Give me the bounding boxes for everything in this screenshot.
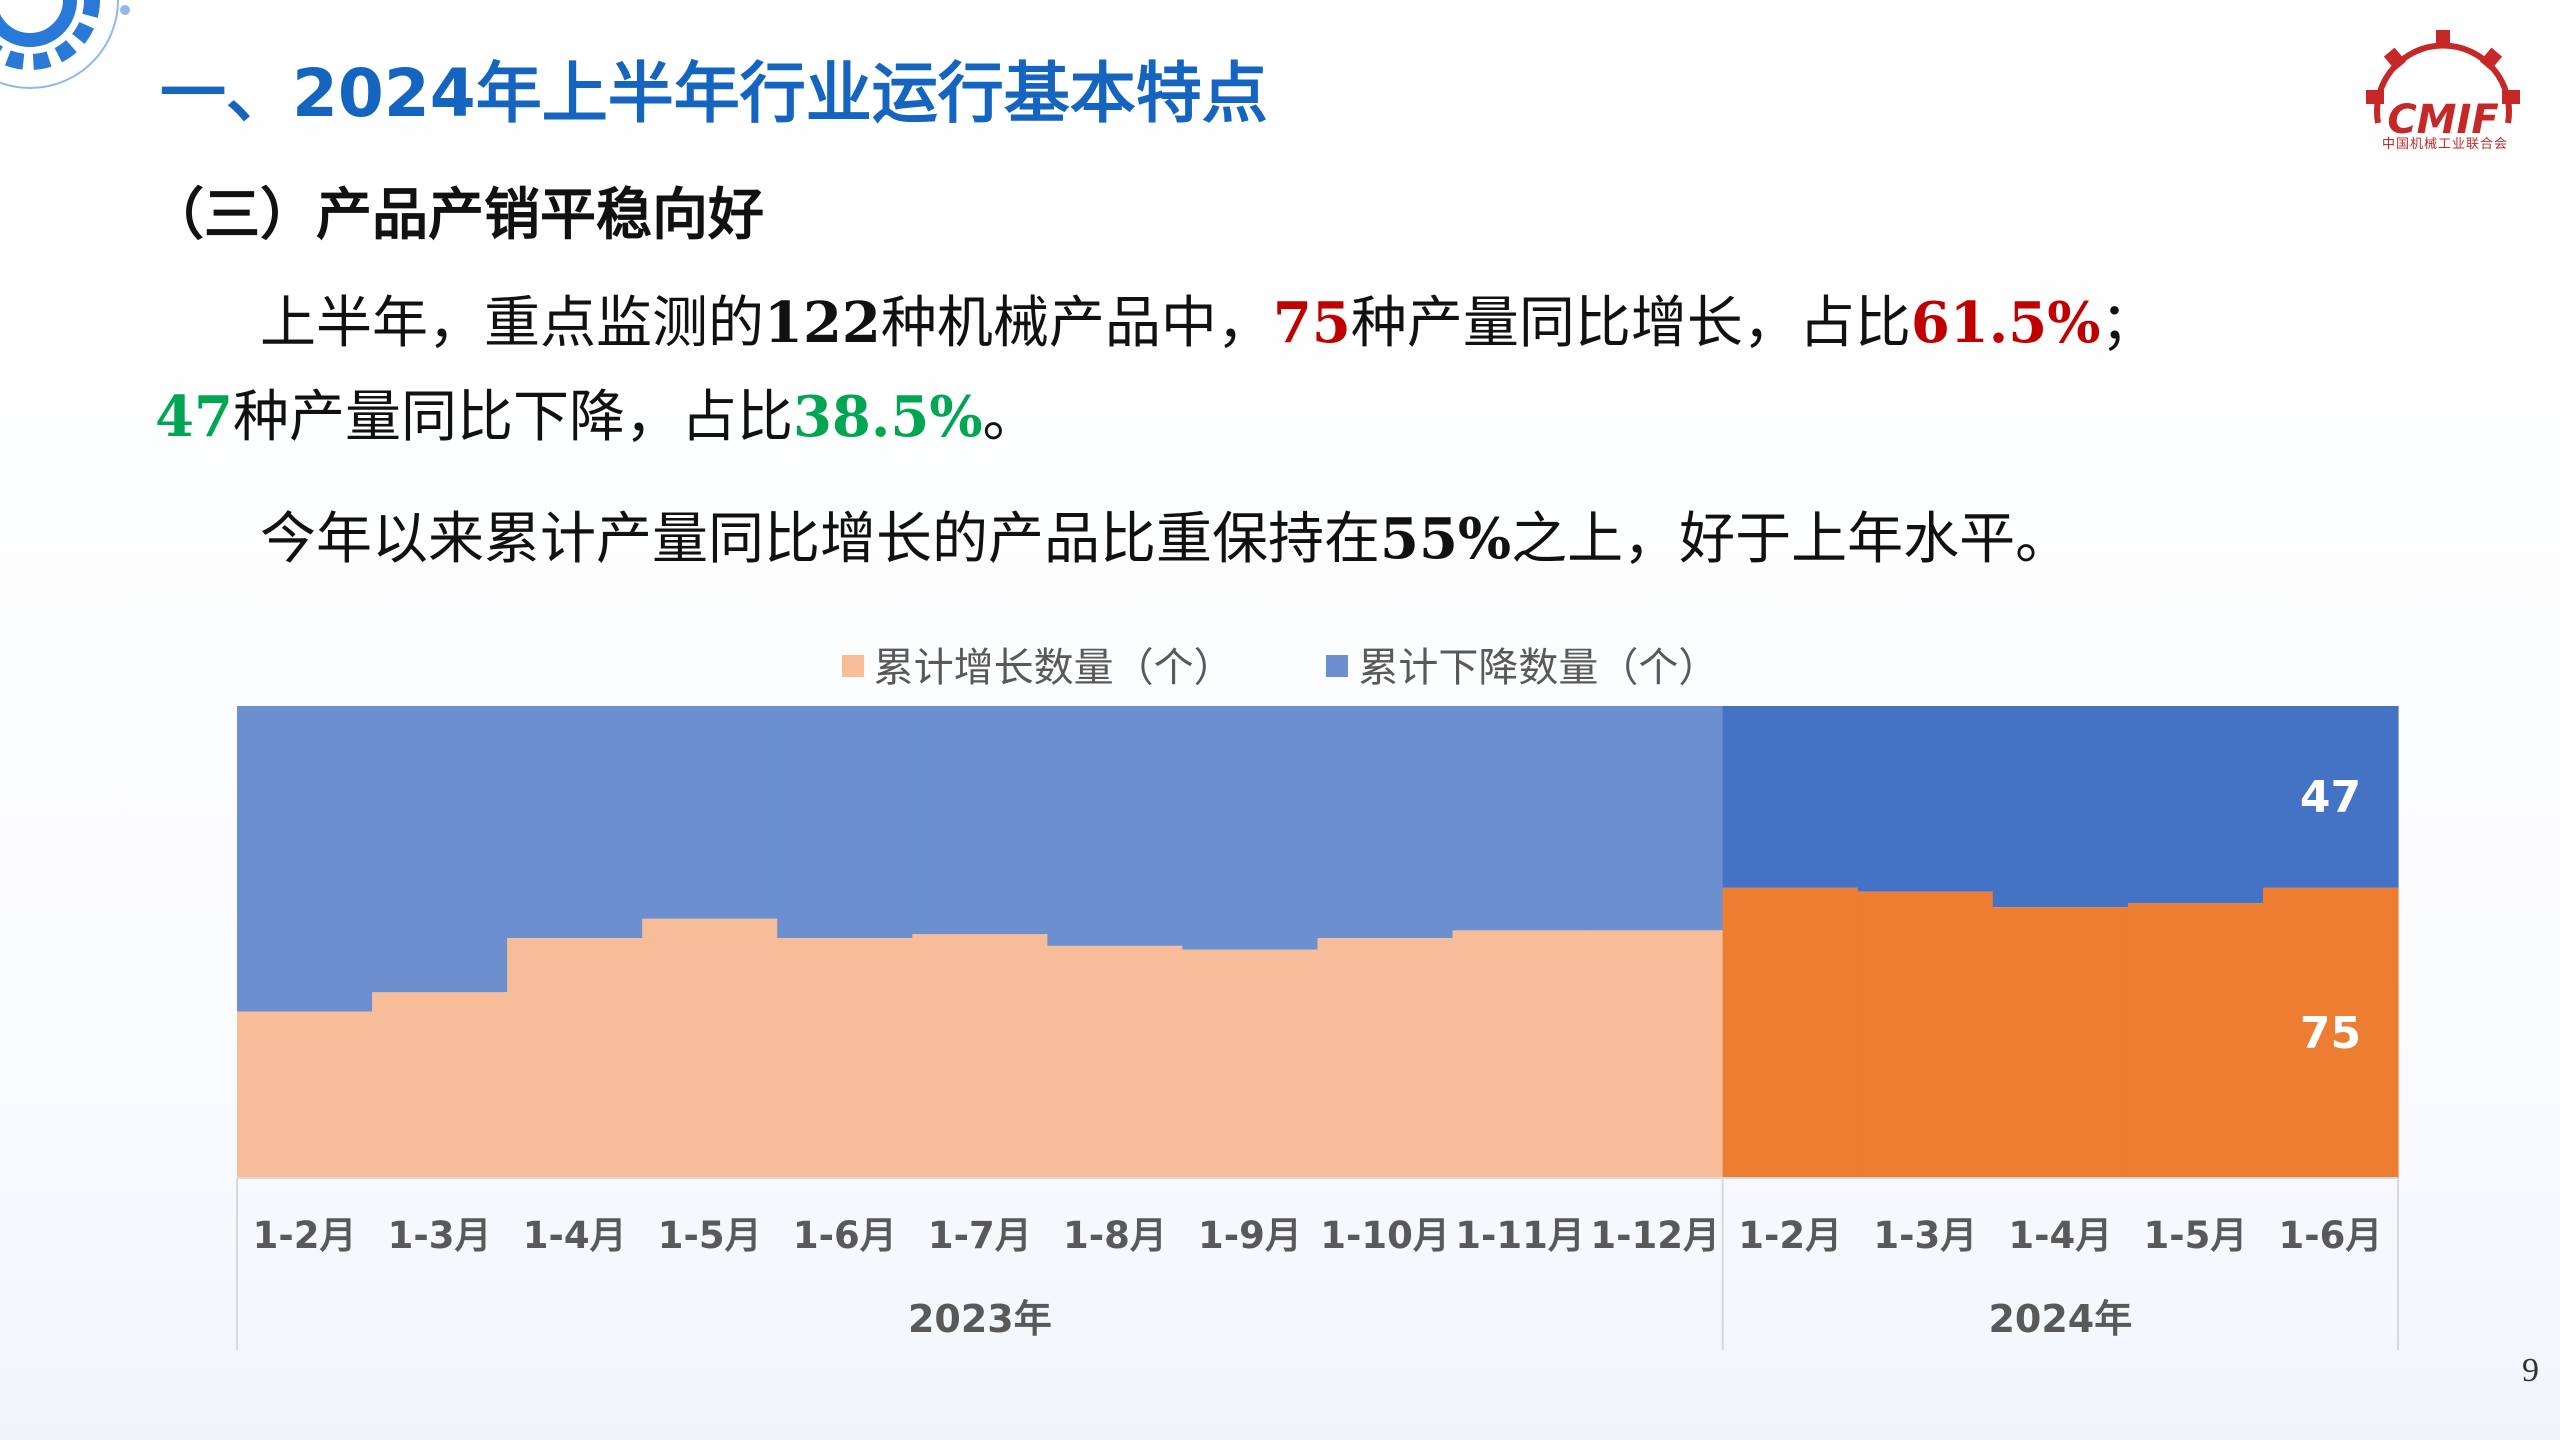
group-label-0: 2023年: [908, 1297, 1052, 1341]
decline-share: 38.5%: [792, 384, 983, 450]
text: 种产量同比增长，占比: [1350, 291, 1911, 356]
decline-segment-8: [1317, 706, 1454, 939]
paragraph-trend: 今年以来累计产量同比增长的产品比重保持在55%之上，好于上年水平。: [260, 494, 2071, 575]
x-tick-label-14: 1-5月: [2143, 1214, 2247, 1257]
growth-segment-8: [1317, 938, 1454, 1178]
decline-segment-15: [2262, 706, 2399, 888]
page-title: 一、2024年上半年行业运行基本特点: [160, 55, 1268, 132]
growth-segment-14: [2127, 903, 2264, 1178]
decline-segment-1: [372, 706, 508, 993]
x-tick-label-13: 1-4月: [2008, 1214, 2112, 1257]
growth-segment-3: [642, 918, 778, 1178]
paragraph-summary-1: 上半年，重点监测的122种机械产品中，75种产量同比增长，占比61.5%；: [260, 278, 2156, 359]
decline-segment-6: [1047, 706, 1184, 946]
logo-text: CMIF: [2387, 97, 2498, 143]
x-tick-label-3: 1-5月: [658, 1214, 762, 1257]
legend-swatch-decline: [1326, 655, 1349, 677]
decline-count: 47: [155, 384, 233, 450]
x-tick-label-9: 1-11月: [1455, 1214, 1585, 1257]
growth-segment-10: [1587, 930, 1724, 1178]
paragraph-summary-2: 47种产量同比下降，占比38.5%。: [155, 372, 1039, 453]
growth-segment-5: [912, 934, 1048, 1178]
chart-legend: 累计增长数量（个） 累计下降数量（个）: [0, 635, 2560, 693]
data-label-growth: 75: [2300, 1008, 2361, 1059]
growth-share: 61.5%: [1910, 290, 2101, 356]
page-number: 9: [2522, 1352, 2539, 1389]
x-tick-label-1: 1-3月: [388, 1214, 492, 1257]
decline-segment-5: [912, 706, 1048, 935]
text: ；: [2100, 291, 2157, 356]
legend-label-growth: 累计增长数量（个）: [873, 645, 1234, 691]
x-tick-label-11: 1-2月: [1738, 1214, 1842, 1257]
x-tick-label-6: 1-8月: [1063, 1214, 1167, 1257]
growth-segment-9: [1452, 930, 1589, 1178]
text: 今年以来累计产量同比增长的产品比重保持在: [260, 507, 1380, 572]
text: 种产量同比下降，占比: [232, 385, 793, 450]
legend-swatch-growth: [841, 655, 864, 677]
growth-segment-0: [237, 1011, 373, 1178]
logo-caption: 中国机械工业联合会: [2381, 137, 2508, 152]
growth-segment-6: [1047, 945, 1184, 1178]
decline-segment-13: [1992, 706, 2129, 908]
x-tick-label-7: 1-9月: [1198, 1214, 1302, 1257]
growth-segment-1: [372, 992, 508, 1178]
text: 之上，好于上年水平。: [1511, 507, 2072, 572]
decline-segment-3: [642, 706, 778, 919]
decline-segment-7: [1182, 706, 1319, 950]
growth-segment-4: [777, 938, 913, 1178]
growth-segment-2: [507, 938, 643, 1178]
x-tick-label-2: 1-4月: [523, 1214, 627, 1257]
text: 种机械产品中，: [880, 291, 1273, 356]
x-tick-label-0: 1-2月: [253, 1214, 357, 1257]
decline-segment-12: [1857, 706, 1994, 892]
gear-decoration-icon: [0, 0, 130, 89]
section-subtitle: （三）产品产销平稳向好: [148, 183, 764, 248]
text: 上半年，重点监测的: [260, 291, 764, 356]
group-label-1: 2024年: [1988, 1297, 2132, 1341]
data-label-decline: 47: [2300, 772, 2361, 823]
decline-segment-10: [1587, 706, 1724, 931]
legend-item-decline: 累计下降数量（个）: [1326, 635, 1718, 693]
decline-segment-4: [777, 706, 913, 939]
legend-label-decline: 累计下降数量（个）: [1358, 645, 1719, 691]
cmif-logo: CMIF: [2366, 30, 2520, 143]
decline-segment-14: [2127, 706, 2264, 904]
growth-count: 75: [1272, 290, 1351, 356]
growth-segment-11: [1722, 887, 1859, 1178]
decline-segment-11: [1722, 706, 1859, 888]
decline-segment-9: [1452, 706, 1589, 931]
x-tick-label-10: 1-12月: [1590, 1214, 1720, 1257]
x-tick-label-12: 1-3月: [1873, 1214, 1977, 1257]
share-threshold: 55%: [1380, 506, 1512, 572]
legend-item-growth: 累计增长数量（个）: [841, 635, 1234, 693]
x-tick-label-5: 1-7月: [928, 1214, 1032, 1257]
x-tick-label-15: 1-6月: [2279, 1214, 2383, 1257]
growth-segment-7: [1182, 949, 1319, 1178]
growth-segment-12: [1857, 891, 1994, 1178]
x-tick-label-8: 1-10月: [1320, 1214, 1450, 1257]
text: 。: [982, 385, 1039, 450]
decline-segment-2: [507, 706, 643, 939]
x-tick-label-4: 1-6月: [793, 1214, 897, 1257]
monitored-count: 122: [764, 290, 881, 356]
growth-segment-13: [1992, 907, 2129, 1178]
decline-segment-0: [237, 706, 373, 1012]
growth-segment-15: [2262, 887, 2399, 1178]
